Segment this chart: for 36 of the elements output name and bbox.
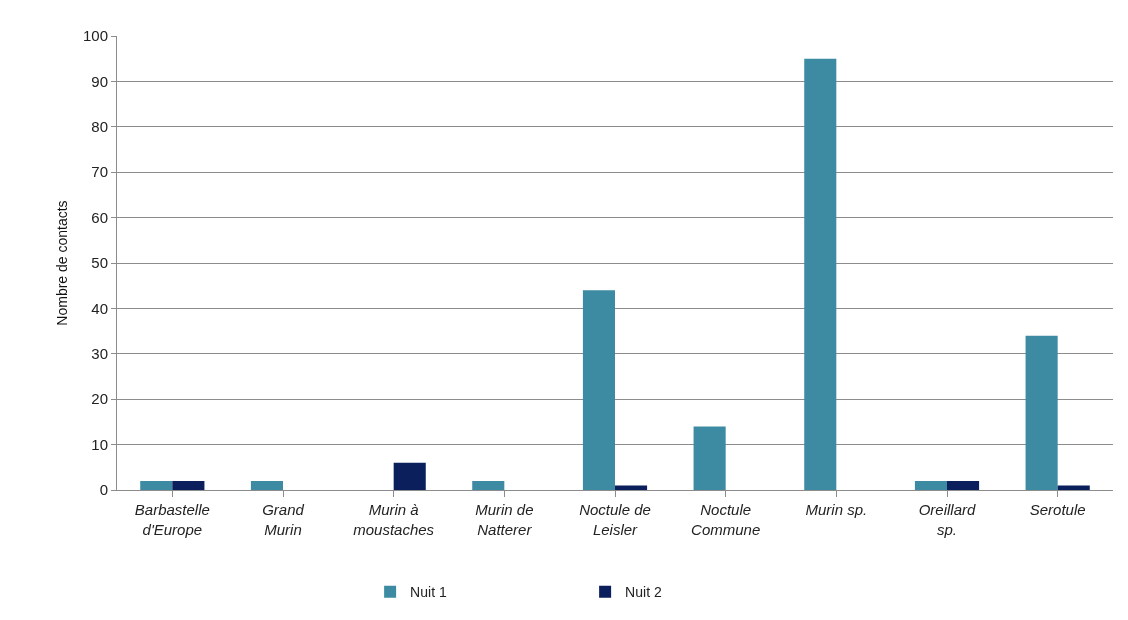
bar (914, 480, 947, 490)
bar (693, 426, 726, 490)
legend-label: Nuit 2 (625, 584, 662, 601)
bar (804, 58, 837, 490)
x-tick-label: Serotule (1029, 501, 1086, 518)
bar (1025, 335, 1058, 490)
x-tick-label: Murin de Natterer (475, 501, 534, 538)
x-tick-label: Murin sp. (805, 501, 868, 518)
bar (947, 480, 980, 490)
y-tick-label: 0 (99, 481, 108, 499)
legend-label: Nuit 1 (410, 584, 447, 601)
y-tick-label: 70 (91, 163, 108, 181)
y-tick-label: 100 (82, 27, 108, 45)
y-tick-label: 20 (91, 390, 108, 408)
bar (472, 480, 505, 490)
bar (615, 485, 648, 490)
y-tick-label: 40 (91, 299, 108, 317)
y-tick-label: 80 (91, 118, 108, 136)
x-tick-label: Barbastelle d'Europe (134, 501, 210, 538)
y-tick-label: 10 (91, 435, 108, 453)
x-tick-label: Noctule de Leisler (579, 501, 651, 538)
bar (393, 462, 426, 490)
y-tick-label: 50 (91, 254, 108, 272)
bar (1057, 485, 1090, 490)
bar (250, 480, 283, 490)
y-axis-title: Nombre de contacts (53, 200, 70, 326)
x-tick-label: Grand Murin (262, 501, 305, 538)
y-tick-label: 30 (91, 345, 108, 363)
bar (172, 480, 205, 490)
y-tick-label: 60 (91, 208, 108, 226)
x-tick-label: Oreillard sp. (918, 501, 976, 538)
bar (140, 480, 173, 490)
y-tick-label: 90 (91, 72, 108, 90)
bar (582, 290, 615, 490)
x-tick-label: Murin à moustaches (353, 501, 435, 538)
x-tick-label: Noctule Commune (691, 501, 761, 538)
